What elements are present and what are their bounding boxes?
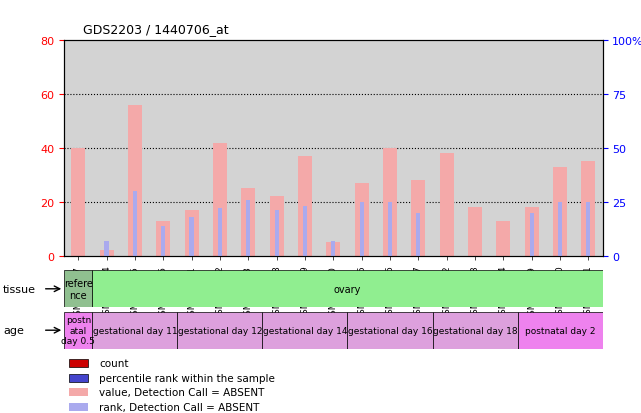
Bar — [185, 210, 199, 256]
Bar — [69, 359, 88, 368]
Text: age: age — [3, 325, 24, 335]
Bar — [524, 208, 539, 256]
Bar — [440, 154, 454, 256]
Bar — [190, 217, 194, 256]
FancyBboxPatch shape — [347, 312, 433, 349]
Text: gestational day 16: gestational day 16 — [347, 326, 432, 335]
Bar — [354, 183, 369, 256]
Text: GDS2203 / 1440706_at: GDS2203 / 1440706_at — [83, 23, 229, 36]
Bar — [71, 149, 85, 256]
Bar — [558, 202, 562, 256]
Bar — [246, 200, 251, 256]
Text: count: count — [99, 358, 129, 368]
Bar — [218, 209, 222, 256]
Text: ovary: ovary — [334, 284, 361, 294]
Bar — [69, 374, 88, 382]
FancyBboxPatch shape — [92, 271, 603, 308]
Bar — [69, 403, 88, 411]
FancyBboxPatch shape — [64, 312, 92, 349]
Bar — [128, 106, 142, 256]
Bar — [388, 202, 392, 256]
FancyBboxPatch shape — [178, 312, 262, 349]
Bar — [468, 208, 482, 256]
Text: gestational day 11: gestational day 11 — [93, 326, 178, 335]
Bar — [416, 213, 420, 256]
Bar — [241, 189, 255, 256]
Text: rank, Detection Call = ABSENT: rank, Detection Call = ABSENT — [99, 402, 260, 412]
Bar — [581, 162, 595, 256]
Text: percentile rank within the sample: percentile rank within the sample — [99, 373, 275, 383]
Bar — [213, 143, 227, 256]
Bar — [412, 181, 426, 256]
Text: tissue: tissue — [3, 284, 36, 294]
Text: refere
nce: refere nce — [64, 278, 93, 300]
Text: value, Detection Call = ABSENT: value, Detection Call = ABSENT — [99, 387, 265, 397]
FancyBboxPatch shape — [64, 271, 92, 308]
FancyBboxPatch shape — [517, 312, 603, 349]
Bar — [104, 241, 109, 256]
FancyBboxPatch shape — [92, 312, 178, 349]
Text: postnatal day 2: postnatal day 2 — [525, 326, 595, 335]
Bar — [496, 221, 510, 256]
Bar — [553, 167, 567, 256]
Bar — [587, 202, 590, 256]
Bar — [360, 202, 364, 256]
Bar — [156, 221, 171, 256]
Bar — [529, 213, 534, 256]
FancyBboxPatch shape — [433, 312, 517, 349]
Bar — [133, 192, 137, 256]
Text: postn
atal
day 0.5: postn atal day 0.5 — [62, 316, 96, 345]
Bar — [303, 206, 307, 256]
Bar — [274, 211, 279, 256]
Text: gestational day 18: gestational day 18 — [433, 326, 517, 335]
Bar — [326, 242, 340, 256]
Bar — [99, 251, 113, 256]
Bar — [270, 197, 284, 256]
Bar — [331, 241, 335, 256]
Text: gestational day 14: gestational day 14 — [263, 326, 347, 335]
Bar — [69, 388, 88, 396]
Bar — [161, 226, 165, 256]
FancyBboxPatch shape — [262, 312, 347, 349]
Text: gestational day 12: gestational day 12 — [178, 326, 262, 335]
Bar — [298, 157, 312, 256]
Bar — [383, 149, 397, 256]
